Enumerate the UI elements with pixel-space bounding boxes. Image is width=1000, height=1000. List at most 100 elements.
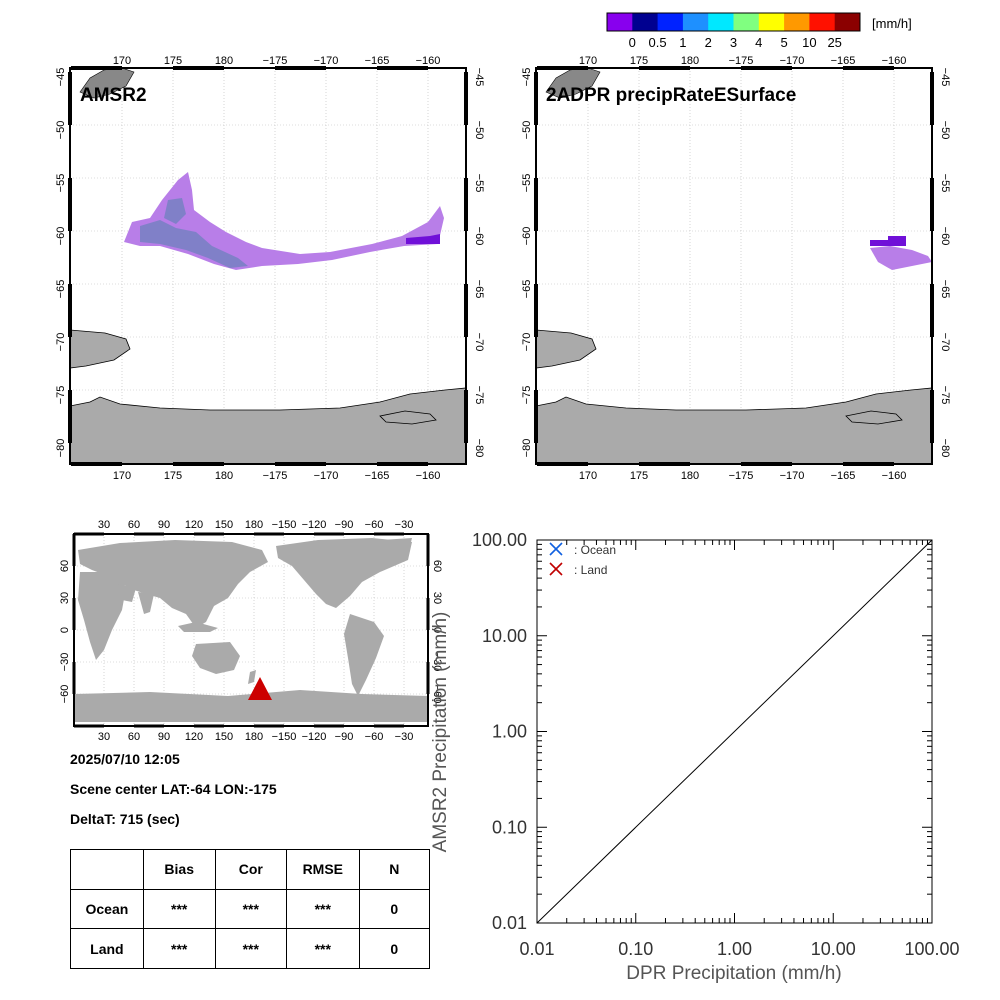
south-america (344, 614, 384, 696)
lat-tick-label: −70 (473, 333, 485, 352)
frame-ticks (534, 66, 934, 466)
lon-tick-label: 175 (630, 470, 648, 482)
delta-t-text: DeltaT: 715 (sec) (70, 811, 180, 827)
lat-ticks-left: −45 −50 −55 −60 −65 −70 −75 −80 (521, 68, 533, 458)
colorbar-swatch (834, 13, 861, 31)
scene-center-text: Scene center LAT:-64 LON:-175 (70, 781, 277, 797)
map-frame (535, 67, 933, 465)
colorbar-swatch (809, 13, 836, 31)
scene-location-marker (248, 677, 272, 700)
land-mass (69, 329, 131, 369)
lat-tick-label: −45 (521, 68, 533, 87)
map-frame (69, 67, 467, 465)
lon-tick-label: −170 (780, 470, 805, 482)
colorbar-labels: 0 0.5 1 2 3 4 5 10 25 (629, 35, 842, 50)
world-lat-tick-label: −60 (431, 685, 443, 704)
land-areas (535, 67, 933, 465)
ice-shelf-outline (845, 410, 903, 425)
precip-cell (870, 246, 932, 270)
colorbar-frame (606, 12, 861, 32)
antarctica (74, 690, 428, 722)
world-lon-tick-label: 120 (185, 731, 203, 740)
statistics-table: Bias Cor RMSE N Ocean *** *** *** 0 Land… (70, 849, 431, 969)
axis-ticks (536, 539, 933, 924)
colorbar-label: 0 (629, 35, 636, 50)
world-lon-tick-label: 180 (245, 731, 263, 740)
table-row-ocean: Ocean *** *** *** 0 (70, 888, 431, 930)
x-tick-label: 10.00 (811, 939, 856, 959)
table-header-cell: RMSE (285, 849, 360, 890)
lon-tick-label: 175 (164, 470, 182, 482)
world-lon-tick-label: 120 (185, 519, 203, 531)
new-zealand (248, 670, 256, 684)
land-areas (69, 67, 467, 465)
lat-ticks-right: −45 −50 −55 −60 −65 −70 −75 −80 (473, 68, 485, 458)
colorbar-swatch (607, 13, 633, 31)
table-cell: *** (142, 928, 216, 969)
lat-tick-label: −75 (939, 386, 951, 405)
world-lon-ticks-bottom: 30 60 90 120 150 180 −150 −120 −90 −60 −30 (98, 731, 413, 740)
colorbar-swatch (708, 13, 734, 31)
row-label: Land (70, 928, 144, 969)
table-header-cell: N (358, 849, 431, 890)
y-tick-label: 0.10 (492, 817, 527, 837)
world-lon-tick-label: −30 (395, 519, 414, 531)
lon-tick-label: −160 (416, 470, 441, 482)
world-lat-tick-label: −60 (59, 685, 71, 704)
legend-marker (549, 562, 563, 576)
lon-tick-label: −160 (416, 55, 441, 67)
lat-ticks-left: −45 −50 −55 −60 −65 −70 −75 −80 (55, 68, 67, 458)
world-lat-tick-label: −30 (59, 653, 71, 672)
world-lat-tick-label: 60 (431, 560, 443, 572)
lon-ticks-top: 170 175 180 −175 −170 −165 −160 (113, 55, 441, 67)
world-lat-ticks-left: 60 30 0 −30 −60 (59, 560, 71, 703)
table-header-cell (70, 849, 144, 890)
lat-tick-label: −45 (55, 68, 67, 87)
world-lon-tick-label: 150 (215, 519, 233, 531)
world-lat-tick-label: 0 (431, 627, 443, 633)
world-lon-tick-label: −150 (272, 519, 297, 531)
x-tick-label: 0.10 (618, 939, 653, 959)
colorbar-swatch (784, 13, 810, 31)
lon-tick-label: −165 (365, 470, 390, 482)
world-lon-tick-label: 60 (128, 519, 140, 531)
colorbar-swatch (758, 13, 785, 31)
table-header-row: Bias Cor RMSE N (70, 849, 431, 890)
y-tick-label: 0.01 (492, 913, 527, 933)
lat-tick-label: −80 (473, 439, 485, 458)
lon-tick-label: 170 (579, 470, 597, 482)
lat-tick-label: −60 (521, 227, 533, 246)
precip-cell (870, 236, 906, 246)
lon-tick-label: 170 (579, 55, 597, 67)
lat-tick-label: −45 (939, 68, 951, 87)
lon-tick-label: 180 (215, 55, 233, 67)
lon-tick-label: −165 (365, 55, 390, 67)
table-cell: *** (285, 928, 360, 969)
precip-cell (140, 220, 248, 268)
world-lon-tick-label: 90 (158, 731, 170, 740)
europe-asia (78, 540, 268, 628)
lon-tick-label: −165 (831, 55, 856, 67)
panel-title: 2ADPR precipRateESurface (546, 85, 796, 106)
world-lon-tick-label: 60 (128, 731, 140, 740)
india (138, 592, 154, 614)
legend-marker (549, 542, 563, 556)
world-lat-ticks-right: 60 30 0 −30 −60 (431, 560, 443, 703)
lon-tick-label: −170 (314, 470, 339, 482)
colorbar-swatch (733, 13, 760, 31)
plot-area (536, 539, 933, 924)
lat-tick-label: −65 (473, 280, 485, 299)
amsr2-precip-field (124, 172, 444, 270)
precip-cell (164, 198, 186, 224)
colorbar-swatch (657, 13, 684, 31)
lat-tick-label: −60 (55, 227, 67, 246)
table-cell: 0 (358, 928, 431, 969)
colorbar-label: 25 (827, 35, 841, 50)
y-tick-label: 1.00 (492, 722, 527, 742)
world-frame-ticks (72, 532, 430, 728)
lon-tick-label: −175 (729, 470, 754, 482)
lon-tick-label: −165 (831, 470, 856, 482)
lon-ticks-top: 170 175 180 −175 −170 −165 −160 (579, 55, 907, 67)
table-header-cell: Cor (214, 849, 287, 890)
colorbar-swatch (632, 13, 659, 31)
